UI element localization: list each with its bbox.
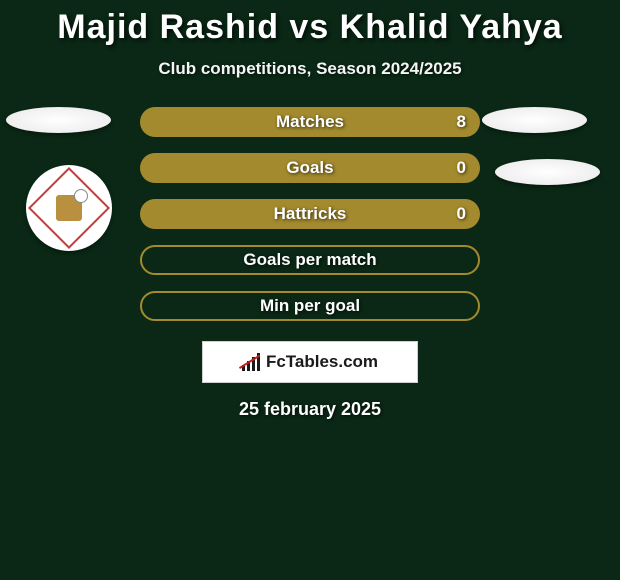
club-badge-ball-icon — [74, 189, 88, 203]
stat-label: Goals — [286, 158, 333, 178]
stat-value: 0 — [457, 204, 466, 224]
stat-row-hattricks: Hattricks 0 — [140, 199, 480, 229]
stat-label: Hattricks — [274, 204, 347, 224]
player-right-marker-2 — [495, 159, 600, 185]
player-right-marker-1 — [482, 107, 587, 133]
club-badge-core — [56, 195, 82, 221]
stat-label: Min per goal — [260, 296, 360, 316]
club-badge-left — [26, 165, 112, 251]
brand-text: FcTables.com — [266, 352, 378, 372]
stat-row-goals-per-match: Goals per match — [140, 245, 480, 275]
stat-row-min-per-goal: Min per goal — [140, 291, 480, 321]
subtitle: Club competitions, Season 2024/2025 — [0, 59, 620, 79]
date-text: 25 february 2025 — [0, 399, 620, 420]
brand-box[interactable]: FcTables.com — [202, 341, 418, 383]
stat-rows: Matches 8 Goals 0 Hattricks 0 Goals per … — [140, 107, 480, 321]
bar-chart-icon — [242, 353, 262, 371]
page-title: Majid Rashid vs Khalid Yahya — [0, 0, 620, 47]
stat-row-matches: Matches 8 — [140, 107, 480, 137]
stat-label: Matches — [276, 112, 344, 132]
stat-value: 0 — [457, 158, 466, 178]
stat-row-goals: Goals 0 — [140, 153, 480, 183]
club-badge-diamond — [28, 167, 110, 249]
stat-value: 8 — [457, 112, 466, 132]
comparison-content: Matches 8 Goals 0 Hattricks 0 Goals per … — [0, 107, 620, 420]
stat-label: Goals per match — [243, 250, 376, 270]
player-left-marker — [6, 107, 111, 133]
